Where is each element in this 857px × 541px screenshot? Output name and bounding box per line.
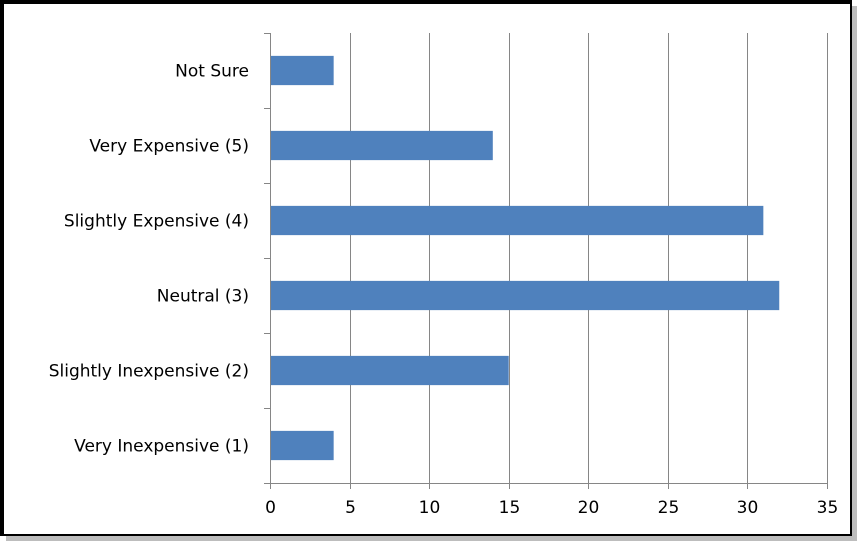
bar (271, 205, 764, 236)
y-category-label: Slightly Inexpensive (2) (49, 362, 249, 382)
y-category-label: Very Inexpensive (1) (74, 437, 249, 457)
axes (264, 33, 828, 489)
bars (271, 55, 780, 461)
bar (271, 280, 780, 311)
x-tick-label: 15 (499, 498, 521, 518)
bar (271, 355, 509, 386)
frame-shadow (852, 6, 857, 541)
x-tick-label: 25 (658, 498, 680, 518)
x-tick-label: 30 (737, 498, 759, 518)
bar (271, 55, 334, 86)
x-tick-label: 10 (419, 498, 441, 518)
y-category-label: Slightly Expensive (4) (64, 212, 249, 232)
y-category-label: Not Sure (175, 62, 249, 82)
x-tick-label: 20 (578, 498, 600, 518)
x-tick-label: 5 (345, 498, 356, 518)
x-axis-labels: 0 5 10 15 20 25 30 35 (265, 498, 838, 518)
frame-shadow (6, 536, 857, 541)
x-tick-label: 35 (817, 498, 839, 518)
x-tick-label: 0 (265, 498, 276, 518)
bar (271, 430, 334, 461)
y-category-label: Very Expensive (5) (89, 137, 249, 157)
gridlines (350, 33, 828, 483)
y-axis-labels: Very Inexpensive (1) Slightly Inexpensive… (49, 62, 249, 457)
y-category-label: Neutral (3) (157, 287, 249, 307)
bar (271, 130, 493, 161)
